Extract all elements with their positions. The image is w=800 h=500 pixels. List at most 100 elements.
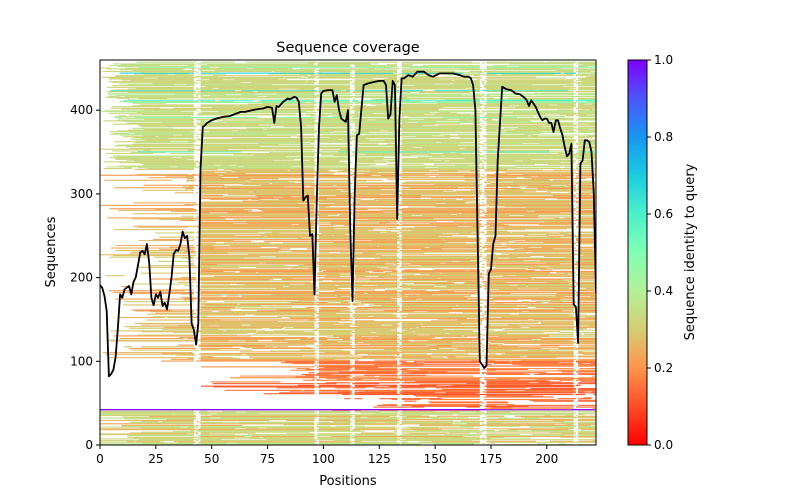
alignment-segment xyxy=(318,419,351,421)
y-tick-label: 100 xyxy=(70,354,93,368)
alignment-segment xyxy=(554,347,576,349)
alignment-segment xyxy=(354,147,398,149)
alignment-segment xyxy=(486,236,561,238)
alignment-segment xyxy=(237,72,303,74)
alignment-segment xyxy=(119,337,184,340)
alignment-segment xyxy=(405,276,485,278)
alignment-segment xyxy=(575,274,596,276)
alignment-segment xyxy=(198,265,285,267)
alignment-segment xyxy=(468,208,480,210)
alignment-segment xyxy=(265,233,309,235)
alignment-segment xyxy=(120,79,194,81)
alignment-segment xyxy=(241,139,315,141)
alignment-segment xyxy=(411,405,480,407)
alignment-segment xyxy=(339,271,351,273)
alignment-segment xyxy=(401,398,442,400)
alignment-segment xyxy=(401,310,483,312)
alignment-segment xyxy=(578,290,596,292)
alignment-segment xyxy=(486,162,574,165)
alignment-segment xyxy=(198,177,223,179)
alignment-segment xyxy=(318,147,351,149)
alignment-segment xyxy=(354,340,377,342)
alignment-segment xyxy=(336,261,353,263)
alignment-segment xyxy=(358,117,398,119)
alignment-segment xyxy=(401,342,452,344)
alignment-segment xyxy=(354,131,400,133)
alignment-segment xyxy=(486,291,574,293)
alignment-segment xyxy=(354,438,398,440)
alignment-segment xyxy=(318,190,341,192)
alignment-segment xyxy=(500,253,576,255)
alignment-segment xyxy=(553,222,574,224)
alignment-segment xyxy=(200,206,315,208)
alignment-segment xyxy=(578,199,596,201)
alignment-segment xyxy=(486,80,508,82)
alignment-segment xyxy=(436,101,480,103)
alignment-segment xyxy=(316,378,320,381)
alignment-segment xyxy=(318,355,376,357)
alignment-segment xyxy=(354,260,400,263)
alignment-segment xyxy=(538,309,574,311)
alignment-segment xyxy=(192,69,194,71)
alignment-segment xyxy=(486,68,575,70)
alignment-segment xyxy=(399,148,479,150)
alignment-segment xyxy=(419,368,480,370)
alignment-segment xyxy=(399,434,480,437)
alignment-segment xyxy=(401,98,484,100)
alignment-segment xyxy=(572,370,574,372)
alignment-segment xyxy=(399,349,453,351)
alignment-segment xyxy=(480,139,483,141)
alignment-segment xyxy=(138,239,194,242)
alignment-segment xyxy=(371,65,398,67)
alignment-segment xyxy=(141,346,194,348)
alignment-segment xyxy=(584,360,596,362)
alignment-segment xyxy=(200,214,315,216)
alignment-segment xyxy=(200,65,218,67)
alignment-segment xyxy=(486,142,523,144)
alignment-segment xyxy=(486,436,505,438)
alignment-segment xyxy=(306,205,315,207)
alignment-segment xyxy=(401,258,480,260)
alignment-segment xyxy=(123,416,155,418)
alignment-segment xyxy=(561,334,574,336)
alignment-segment xyxy=(354,426,396,428)
alignment-segment xyxy=(578,364,596,366)
alignment-segment xyxy=(482,260,485,262)
alignment-segment xyxy=(200,95,204,97)
alignment-segment xyxy=(352,440,362,442)
alignment-segment xyxy=(575,237,596,239)
alignment-segment xyxy=(459,91,470,93)
alignment-segment xyxy=(200,167,247,170)
alignment-segment xyxy=(209,198,249,201)
alignment-segment xyxy=(486,403,515,406)
alignment-segment xyxy=(578,342,583,344)
alignment-segment xyxy=(316,240,351,242)
alignment-segment xyxy=(493,265,574,267)
alignment-segment xyxy=(464,377,483,379)
alignment-segment xyxy=(219,325,315,327)
alignment-segment xyxy=(415,106,480,108)
alignment-segment xyxy=(261,184,317,186)
alignment-segment xyxy=(159,219,194,221)
alignment-segment xyxy=(266,439,317,441)
alignment-segment xyxy=(401,378,480,380)
alignment-segment xyxy=(452,291,480,293)
alignment-segment xyxy=(267,149,313,151)
alignment-segment xyxy=(415,429,480,432)
alignment-segment xyxy=(238,421,315,423)
alignment-segment xyxy=(462,114,471,116)
alignment-segment xyxy=(401,423,453,425)
alignment-segment xyxy=(488,331,561,333)
alignment-segment xyxy=(578,173,596,175)
alignment-segment xyxy=(168,298,197,300)
alignment-segment xyxy=(368,67,400,69)
alignment-segment xyxy=(122,304,192,306)
alignment-segment xyxy=(484,154,552,156)
alignment-segment xyxy=(578,356,596,358)
alignment-segment xyxy=(591,429,596,431)
alignment-segment xyxy=(354,137,398,139)
alignment-segment xyxy=(354,375,375,377)
alignment-segment xyxy=(454,67,480,69)
alignment-segment xyxy=(486,325,520,327)
alignment-segment xyxy=(318,81,351,83)
